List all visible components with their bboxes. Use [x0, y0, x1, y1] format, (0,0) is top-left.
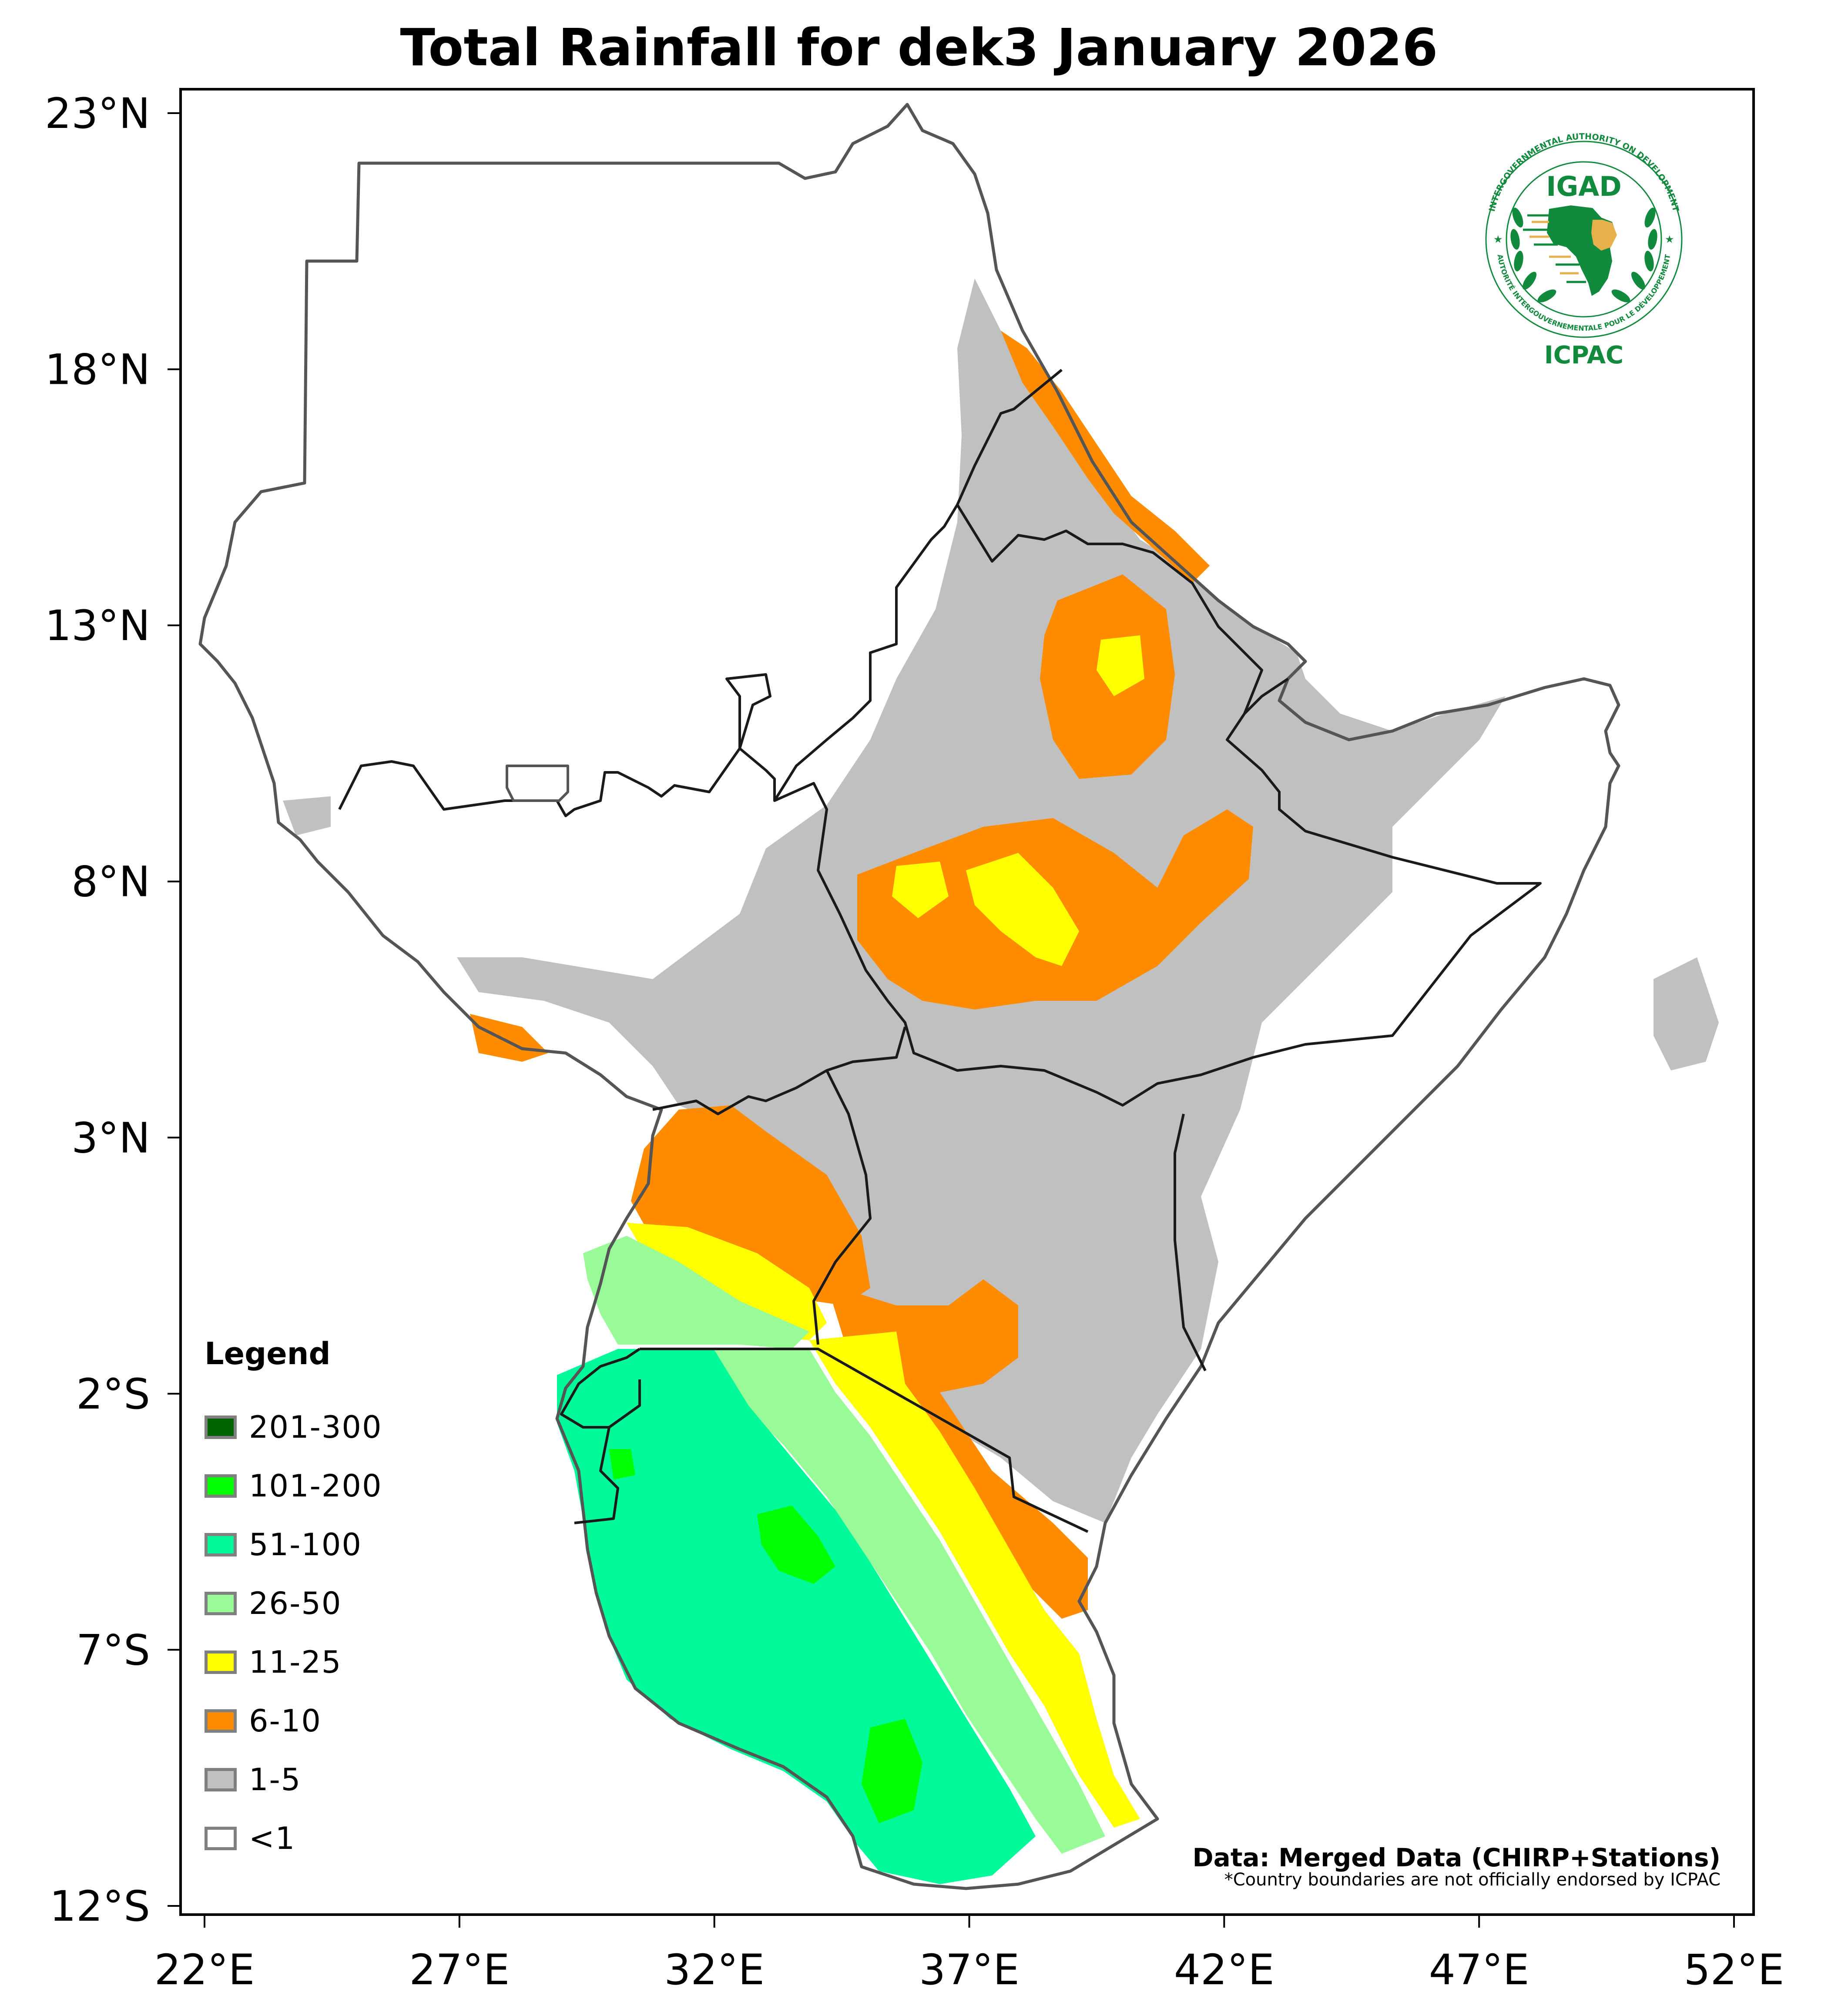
rainfall-zone-101-200 [609, 1449, 635, 1479]
country-border [652, 1026, 906, 1115]
rainfall-layers [283, 278, 1719, 1884]
speed-lines [1523, 214, 1586, 283]
legend-label: <1 [249, 1820, 296, 1856]
plot-frame [179, 88, 1755, 1916]
data-source-annotation: Data: Merged Data (CHIRP+Stations) *Coun… [1193, 1845, 1721, 1889]
legend-label: 101-200 [249, 1468, 382, 1504]
rainfall-zone-101-200 [757, 1506, 835, 1584]
legend-label: 51-100 [249, 1526, 362, 1563]
legend-item: <1 [205, 1809, 382, 1868]
legend-item: 6-10 [205, 1691, 382, 1750]
legend-swatch [205, 1533, 237, 1556]
y-tick-label: 3°N [71, 1114, 150, 1162]
legend-item: 51-100 [205, 1515, 382, 1574]
legend-swatch [205, 1474, 237, 1498]
x-tick-label: 37°E [919, 1946, 1020, 1994]
y-tick-label: 13°N [45, 601, 150, 650]
logo-inner-ring [1506, 161, 1662, 318]
country-border [812, 1070, 872, 1345]
legend: Legend 201-300 101-200 51-100 26-50 11-25 6-1… [205, 1336, 382, 1868]
legend-swatch [205, 1415, 237, 1439]
boundary-disclaimer: *Country boundaries are not officially e… [1224, 1870, 1721, 1890]
rainfall-zone-11-25 [809, 1332, 1140, 1828]
country-border [774, 678, 1542, 1107]
rainfall-zone-1-5 [1654, 957, 1719, 1070]
country-border [640, 1348, 1089, 1533]
logo-outer-ring [1485, 141, 1683, 338]
country-border [574, 1427, 619, 1524]
logo-star-right: ★ [1665, 233, 1674, 245]
legend-label: 26-50 [249, 1585, 342, 1621]
rainfall-zone-6-10 [631, 1105, 870, 1305]
rainfall-zone-11-25 [1097, 635, 1144, 696]
data-source-label: Data: Merged Data (CHIRP+Stations) [1192, 1843, 1721, 1872]
igad-icpac-logo: INTERGOVERNMENTAL AUTHORITY ON DEVELOPME… [1485, 132, 1683, 369]
x-tick-label: 42°E [1174, 1946, 1275, 1994]
country-border [1174, 1114, 1207, 1372]
legend-swatch [205, 1709, 237, 1733]
legend-swatch [205, 1591, 237, 1615]
legend-swatch [205, 1826, 237, 1850]
country-boundaries [198, 103, 1620, 1890]
legend-label: 201-300 [249, 1409, 382, 1445]
legend-swatch [205, 1650, 237, 1674]
y-tick-label: 23°N [45, 89, 150, 138]
rainfall-zone-6-10 [1001, 331, 1210, 583]
logo-icpac-text: ICPAC [1544, 341, 1623, 369]
laurel-right-icon [1611, 208, 1657, 302]
rainfall-zone-26-50 [714, 1349, 1105, 1854]
x-axis: 22°E 27°E 32°E 37°E 42°E 47°E 52°E [154, 1915, 1784, 1994]
legend-title: Legend [205, 1336, 331, 1372]
legend-item: 11-25 [205, 1633, 382, 1691]
x-tick-label: 52°E [1684, 1946, 1784, 1994]
x-tick-label: 47°E [1429, 1946, 1529, 1994]
rainfall-zone-11-25 [627, 1223, 827, 1340]
legend-item: 26-50 [205, 1574, 382, 1633]
legend-item: 101-200 [205, 1456, 382, 1515]
rainfall-zone-26-50 [583, 1236, 809, 1349]
x-tick-label: 22°E [154, 1946, 255, 1994]
legend-label: 6-10 [249, 1703, 322, 1739]
legend-swatch [205, 1768, 237, 1791]
rainfall-zone-11-25 [966, 853, 1079, 966]
legend-label: 11-25 [249, 1644, 342, 1680]
logo-acronym: IGAD [1546, 171, 1621, 202]
y-tick-label: 2°S [76, 1370, 150, 1419]
map-title: Total Rainfall for dek3 January 2026 [400, 17, 1438, 77]
laurel-left-icon [1510, 208, 1556, 302]
legend-item: 201-300 [205, 1398, 382, 1456]
x-tick-label: 32°E [664, 1946, 765, 1994]
logo-star-left: ★ [1493, 233, 1503, 245]
country-border [338, 369, 1063, 817]
y-axis: 23°N 18°N 13°N 8°N 3°N 2°S 7°S 12°S [45, 89, 181, 1931]
rainfall-zone-101-200 [862, 1719, 922, 1823]
y-tick-label: 8°N [71, 858, 150, 906]
country-border [956, 504, 1263, 714]
x-tick-label: 27°E [409, 1946, 510, 1994]
region-coastline-outline [198, 103, 1620, 1890]
legend-label: 1-5 [249, 1761, 302, 1798]
disputed-area-outline [506, 765, 569, 802]
rainfall-zone-11-25 [892, 862, 949, 918]
y-tick-label: 18°N [45, 346, 150, 394]
y-tick-label: 7°S [76, 1626, 150, 1674]
legend-item: 1-5 [205, 1750, 382, 1809]
country-border [560, 1348, 641, 1429]
y-tick-label: 12°S [50, 1882, 150, 1931]
rainfall-zone-1-5 [283, 796, 331, 835]
igad-region-icon [1591, 220, 1617, 251]
